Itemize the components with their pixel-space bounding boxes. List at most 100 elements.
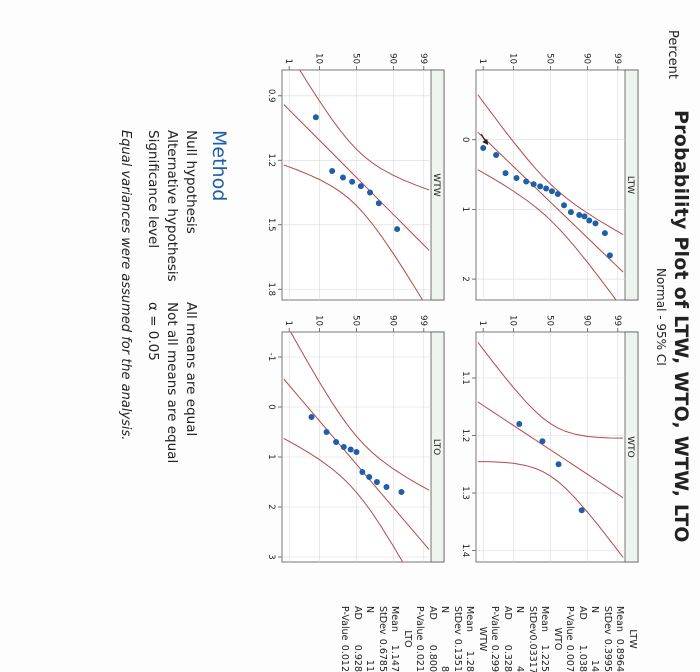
- y-tick-label: 1: [477, 59, 487, 64]
- data-point: [329, 168, 336, 175]
- method-label: Alternative hypothesis: [164, 130, 180, 282]
- method-row: Alternative hypothesis Not all means are …: [162, 130, 181, 610]
- fit-lines: [283, 70, 430, 300]
- stats-row: N 14: [588, 606, 601, 672]
- data-point: [373, 479, 380, 485]
- stats-key: N: [364, 606, 376, 614]
- data-point: [530, 181, 537, 188]
- y-tick-label: 99: [612, 315, 622, 326]
- y-tick-label: 10: [313, 315, 323, 326]
- stats-key: AD: [577, 606, 588, 620]
- stats-key: N: [589, 606, 601, 614]
- y-tick-label: 50: [351, 53, 361, 64]
- fit-line: [477, 401, 624, 499]
- panel-lto: LTO 1 10 50 90 99 -1 0 1 2 3: [266, 315, 445, 563]
- stats-group-lto: LTO Mean 1.147 StDev 0.6785 N 11 AD 0.928 P-…: [338, 606, 414, 672]
- stats-row: StDev 0.03317: [526, 606, 538, 672]
- stats-value: 0.3995: [602, 638, 613, 672]
- stats-key: StDev: [377, 606, 388, 635]
- y-tick-label: 50: [545, 315, 555, 326]
- stats-value: 14: [589, 659, 601, 672]
- data-point: [555, 461, 562, 468]
- annotation-arrowhead: [482, 139, 489, 146]
- data-point: [606, 252, 613, 259]
- ci-upper-line: [283, 438, 430, 562]
- y-tick-label: 10: [313, 53, 323, 64]
- stats-legend: LTW Mean 0.8964 StDev 0.3995 N 14 AD 1.038 P…: [338, 606, 639, 672]
- stats-key: AD: [352, 606, 363, 620]
- y-tick-label: 90: [582, 53, 592, 64]
- fit-line: [283, 104, 430, 251]
- x-tick-label: 1.5: [266, 218, 276, 232]
- stats-key: Mean: [389, 606, 401, 632]
- y-tick-label: 50: [351, 315, 361, 326]
- stats-key: N: [514, 606, 526, 614]
- panel-wtw: WTW 1 10 50 90 99 0.9 1.2 1.5 1.8: [266, 53, 445, 301]
- stats-key: Mean: [614, 606, 626, 632]
- stats-value: 0.328: [502, 644, 513, 672]
- x-tick-label: 0.9: [266, 89, 276, 103]
- data-point: [383, 484, 390, 490]
- stats-row: Mean 1.28: [463, 606, 476, 672]
- stats-row: N 11: [363, 606, 376, 672]
- stats-row: StDev 0.1351: [451, 606, 463, 672]
- stats-value: 1.147: [389, 644, 401, 672]
- stats-row: Mean 1.225: [538, 606, 551, 672]
- stats-key: P-Value: [564, 606, 576, 641]
- method-label: Null hypothesis: [183, 130, 199, 234]
- ci-upper-line: [477, 169, 624, 300]
- stats-value: 0.928: [352, 644, 363, 672]
- y-tick-label: 50: [545, 53, 555, 64]
- stats-value: 0.8964: [614, 638, 626, 672]
- ci-lower-line: [283, 70, 430, 191]
- method-row: Significance level α = 0.05: [143, 130, 162, 610]
- data-point: [578, 507, 585, 514]
- data-point: [339, 174, 346, 181]
- panel-title: LTW: [625, 176, 635, 194]
- data-point: [576, 211, 583, 218]
- fit-line: [477, 131, 624, 273]
- stats-key: P-Value: [414, 606, 426, 641]
- stats-key: AD: [427, 606, 438, 620]
- method-value: All means are equal: [183, 302, 199, 437]
- fit-lines: [477, 94, 624, 300]
- panel-header: [430, 69, 445, 301]
- ci-lower-line: [477, 94, 624, 236]
- stats-value: 0.6785: [377, 638, 388, 672]
- data-point: [366, 474, 373, 480]
- data-point: [554, 191, 561, 198]
- fit-lines: [283, 332, 430, 562]
- data-point: [537, 183, 544, 190]
- data-point: [349, 178, 356, 185]
- stats-value: 0.1351: [452, 638, 463, 672]
- data-point: [548, 188, 555, 195]
- y-tick-label: 90: [388, 53, 398, 64]
- stats-name: LTW: [627, 629, 638, 649]
- stats-key: AD: [502, 606, 513, 620]
- panel-title: WTO: [625, 436, 635, 457]
- stats-value: 0.800: [427, 644, 438, 672]
- y-tick-label: 1: [283, 59, 293, 64]
- stats-key: P-Value: [339, 606, 351, 641]
- data-point: [523, 178, 530, 185]
- x-tick-label: 2: [266, 504, 276, 509]
- panel-frame: [475, 331, 639, 563]
- data-point: [367, 189, 374, 196]
- stats-value: 0.007: [564, 644, 576, 672]
- panel-ltw: LTW 1 10 50 90 99 0 1 2: [460, 53, 639, 301]
- y-tick-label: 1: [283, 321, 293, 326]
- panel-header: [624, 69, 639, 301]
- stats-row: Mean 1.147: [388, 606, 401, 672]
- data-point: [312, 114, 319, 121]
- stats-name: WTW: [477, 626, 488, 652]
- data-point: [581, 213, 588, 220]
- ci-lower-line: [477, 341, 624, 439]
- x-tick-label: 2: [460, 276, 470, 281]
- stats-row: StDev 0.6785: [376, 606, 388, 672]
- method-section: Method Null hypothesis All means are equa…: [118, 130, 230, 610]
